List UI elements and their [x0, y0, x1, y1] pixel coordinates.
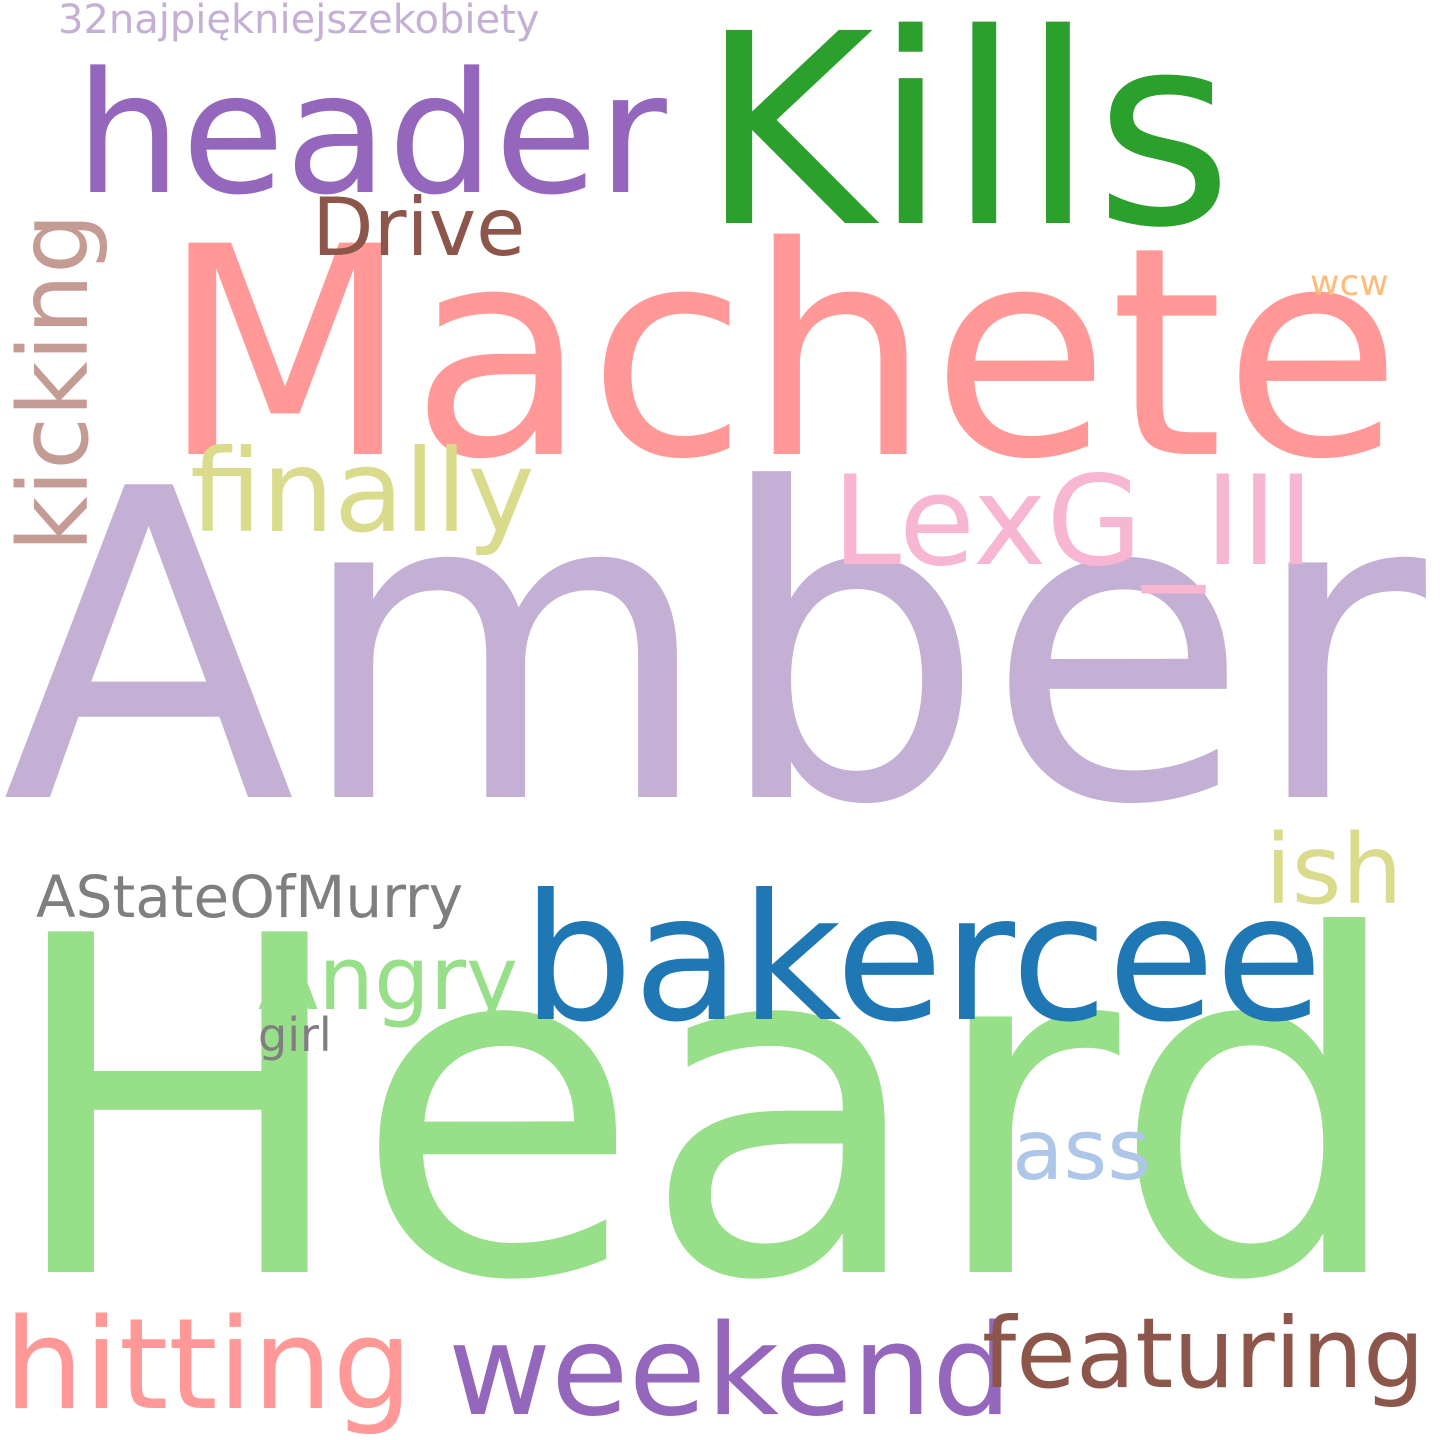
word-weekend: weekend	[448, 1297, 1012, 1440]
word-hitting: hitting	[4, 1291, 413, 1438]
word-kills: Kills	[700, 0, 1233, 286]
word-lexg: LexG_III	[832, 450, 1315, 594]
word-machete: Machete	[160, 186, 1402, 523]
word-kicking: kicking	[0, 212, 110, 552]
word-astateofmurry: AStateOfMurry	[36, 863, 464, 931]
word-ish: ish	[1265, 814, 1403, 926]
word-angry: Angry	[258, 927, 519, 1030]
word-wcw: wcw	[1310, 263, 1389, 304]
word-ass: ass	[1012, 1101, 1152, 1199]
word-bakercee: bakercee	[522, 858, 1323, 1061]
word-heard: Heard	[2, 839, 1408, 1383]
word-girl: girl	[258, 1008, 332, 1062]
word-header: header	[75, 36, 667, 232]
word-32najpiekniejszekobiety: 32najpiękniejszekobiety	[58, 0, 540, 43]
word-drive: Drive	[312, 181, 526, 274]
word-amber: Amber	[2, 400, 1426, 899]
word-featuring: featuring	[982, 1297, 1425, 1410]
word-finally: finally	[190, 425, 535, 558]
